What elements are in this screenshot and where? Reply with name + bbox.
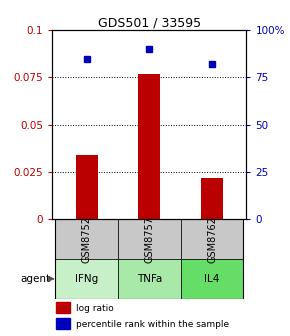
Bar [201, 178, 223, 219]
Text: TNFa: TNFa [137, 274, 162, 284]
Text: IL4: IL4 [204, 274, 220, 284]
Bar [118, 219, 181, 259]
Bar [76, 155, 98, 219]
Text: percentile rank within the sample: percentile rank within the sample [75, 320, 229, 329]
Bar [56, 302, 70, 313]
Bar [118, 259, 181, 299]
Title: GDS501 / 33595: GDS501 / 33595 [98, 16, 201, 29]
Bar [138, 74, 160, 219]
Bar [55, 259, 118, 299]
Text: agent: agent [20, 274, 50, 284]
Text: GSM8757: GSM8757 [144, 216, 154, 263]
Text: log ratio: log ratio [75, 304, 113, 312]
Text: IFNg: IFNg [75, 274, 98, 284]
Bar [55, 219, 118, 259]
Bar [181, 219, 243, 259]
Text: GSM8752: GSM8752 [82, 216, 92, 263]
Text: GSM8762: GSM8762 [207, 216, 217, 262]
Bar [181, 259, 243, 299]
Bar [56, 318, 70, 329]
